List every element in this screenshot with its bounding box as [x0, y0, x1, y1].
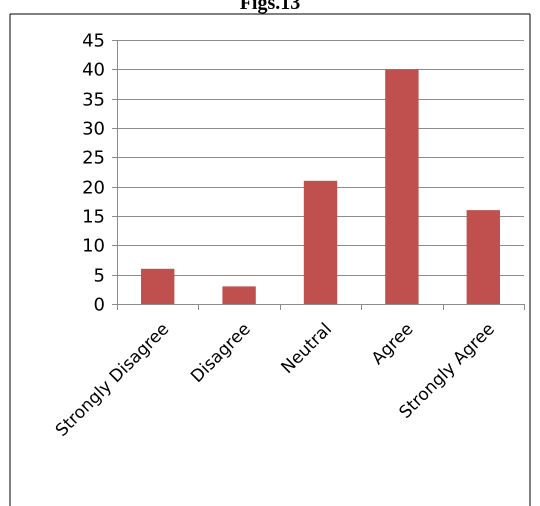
bar-strongly-agree: [466, 210, 500, 304]
y-tick-label: 5: [94, 266, 105, 287]
bar-neutral: [303, 180, 338, 304]
y-tick-label: 35: [82, 90, 105, 111]
y-tick-labels: 0 5 10 15 20 25 30 35 40 45: [82, 31, 105, 316]
axes: [112, 40, 525, 310]
bar-disagree: [222, 286, 256, 304]
x-category-label: Neutral: [278, 319, 337, 378]
y-tick-label: 20: [82, 178, 105, 199]
y-tick-label: 10: [82, 236, 105, 257]
chart-title: Figs.13: [240, 0, 301, 14]
bar-strongly-disagree: [141, 268, 175, 304]
y-tick-label: 30: [82, 119, 105, 140]
bars: [141, 69, 500, 304]
y-tick-label: 15: [82, 207, 105, 228]
x-category-labels: Strongly Disagree Disagree Neutral AgreeStr…: [52, 319, 499, 440]
y-tick-label: 45: [82, 31, 105, 52]
bar-agree: [385, 69, 419, 304]
x-category-label: Agree: [368, 319, 417, 368]
y-tick-label: 0: [94, 295, 105, 316]
y-tick-label: 25: [82, 148, 105, 169]
x-category-label: Strongly Disagree: [52, 319, 173, 440]
y-tick-label: 40: [82, 60, 105, 81]
x-category-label: Disagree: [187, 319, 254, 386]
